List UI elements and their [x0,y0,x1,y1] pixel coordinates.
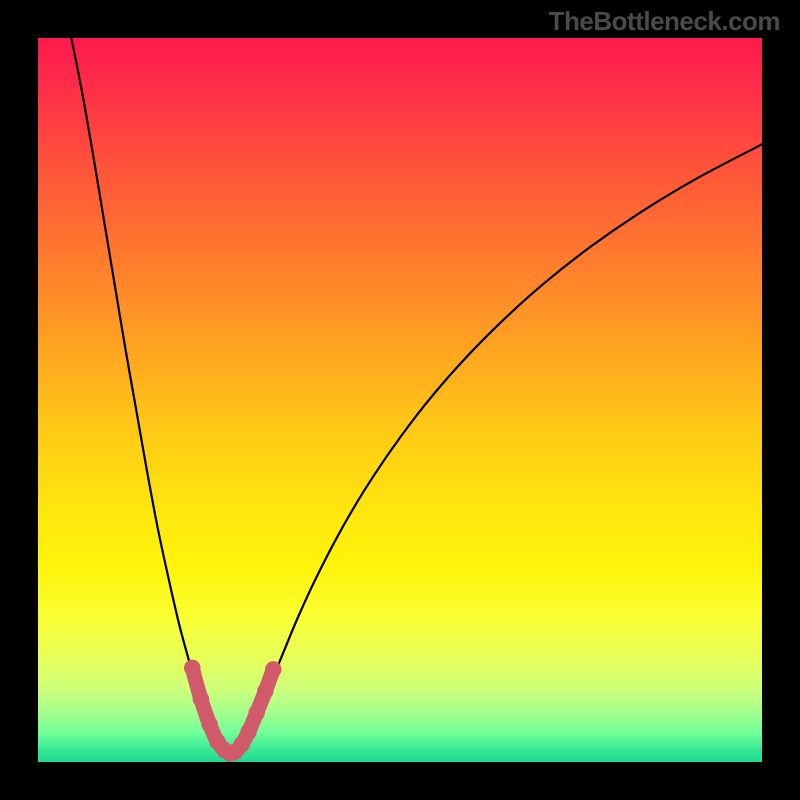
valley-marker-dot [193,691,210,708]
valley-marker-dot [201,716,218,733]
valley-marker-dot [240,723,257,740]
valley-marker-dot [184,660,201,677]
plot-area [38,38,762,762]
valley-marker-dot [257,683,274,700]
watermark-label: TheBottleneck.com [549,6,780,37]
gradient-background [38,38,762,762]
valley-marker-dot [248,705,265,722]
valley-marker-dot [265,661,282,678]
chart-svg [38,38,762,762]
